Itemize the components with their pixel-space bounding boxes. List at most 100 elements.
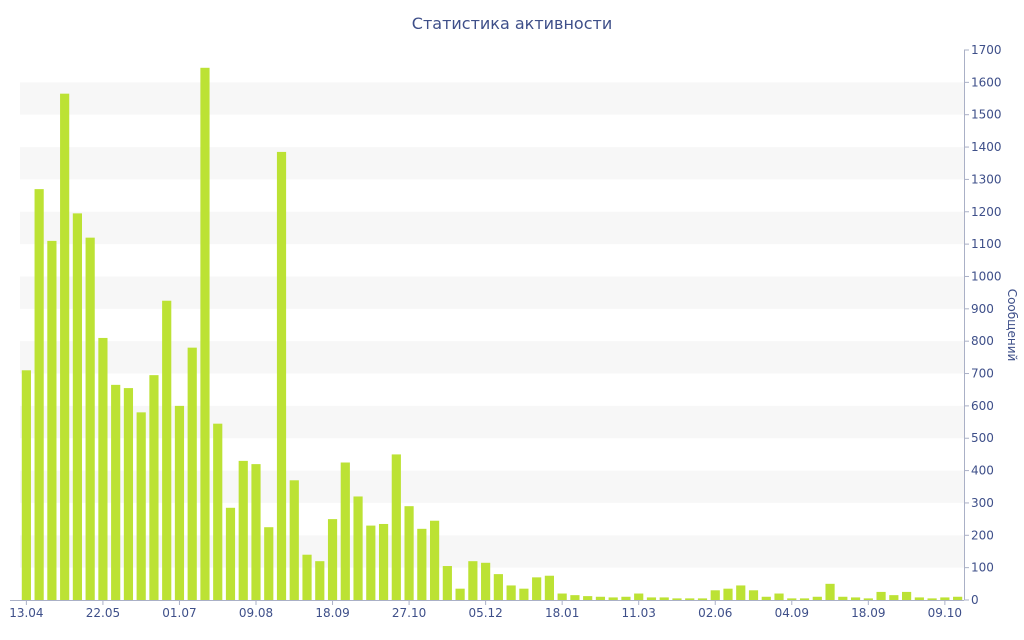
bar [608,597,618,600]
grid-band [20,535,964,568]
x-tick-label: 18.09 [851,606,885,620]
bar [659,597,669,600]
x-tick-label: 27.10 [392,606,426,620]
bar [723,588,733,600]
bar [544,575,554,600]
bar [60,93,70,601]
bar [595,596,606,600]
bar [532,577,542,600]
bar [123,388,134,600]
bar [825,583,835,600]
bar [455,588,465,600]
y-tick-label: 1100 [971,237,1002,251]
bar-series [21,67,963,601]
y-tick-label: 0 [971,593,979,607]
x-tick-label: 05.12 [468,606,502,620]
bar [902,591,912,600]
bar [914,597,924,600]
grid-bands [20,82,964,568]
bar [315,561,325,600]
bar [238,460,248,600]
x-tick-label: 18.09 [315,606,349,620]
bar [646,597,657,600]
x-axis: 13.04 22.05 01.07 09.08 18.09 27.10 05.12 18.01… [9,600,964,620]
bar [366,525,376,600]
y-tick-label: 600 [971,399,994,413]
grid-band [20,147,964,180]
bar [889,595,899,600]
bar [72,213,82,600]
bar [340,462,350,600]
bar [200,67,210,600]
bar [634,593,644,600]
bar [327,519,338,600]
y-tick-label: 100 [971,561,994,575]
bar [47,240,57,600]
bar [430,520,440,600]
bar [378,523,389,600]
bar [799,598,810,600]
y-axis: 0 100 200 300 400 500 600 700 800 900 1000 1100 1200… [964,43,1002,607]
bar [302,554,312,600]
bar [174,405,185,600]
y-tick-label: 900 [971,302,994,316]
bar [251,464,261,600]
bar [850,597,861,600]
bar [468,561,478,600]
bar [111,384,121,600]
bar [787,598,797,600]
bar [98,337,108,600]
y-tick-label: 1400 [971,140,1002,154]
grid-band [20,211,964,245]
bar [583,596,593,600]
y-tick-label: 1600 [971,75,1002,89]
bar [685,598,695,600]
x-tick-label: 11.03 [622,606,656,620]
y-tick-label: 300 [971,496,994,510]
bar [493,574,503,600]
bar [442,566,452,600]
y-tick-label: 400 [971,464,994,478]
x-tick-label: 09.08 [239,606,273,620]
x-tick-label: 22.05 [86,606,120,620]
bar [85,237,95,600]
bar [953,596,963,600]
bar [838,596,848,600]
y-tick-label: 1500 [971,108,1002,122]
grid-band [20,341,964,374]
y-tick-label: 800 [971,334,994,348]
grid-band [20,405,964,439]
bar [710,590,720,600]
bar [736,585,746,600]
y-tick-label: 700 [971,367,994,381]
y-tick-label: 1300 [971,172,1002,186]
x-tick-label: 18.01 [545,606,579,620]
bar [697,598,708,600]
x-tick-label: 04.09 [775,606,809,620]
bar [404,506,414,600]
bar [812,596,822,600]
bar [289,480,299,600]
bar [519,588,529,600]
bar [162,300,172,600]
bar [748,590,759,600]
y-tick-label: 1200 [971,205,1002,219]
bar [225,507,236,600]
bar [353,496,363,600]
x-tick-label: 01.07 [162,606,196,620]
bar [863,598,873,600]
grid-band [20,276,964,309]
bar [557,593,567,600]
bar [570,595,580,600]
chart-title: Статистика активности [411,14,613,33]
bar [940,597,950,600]
bar [264,527,274,600]
x-tick-label: 13.04 [9,606,43,620]
bar [621,596,631,600]
bar [21,370,31,600]
y-tick-label: 500 [971,431,994,445]
bar [927,598,937,600]
bar [761,596,771,600]
